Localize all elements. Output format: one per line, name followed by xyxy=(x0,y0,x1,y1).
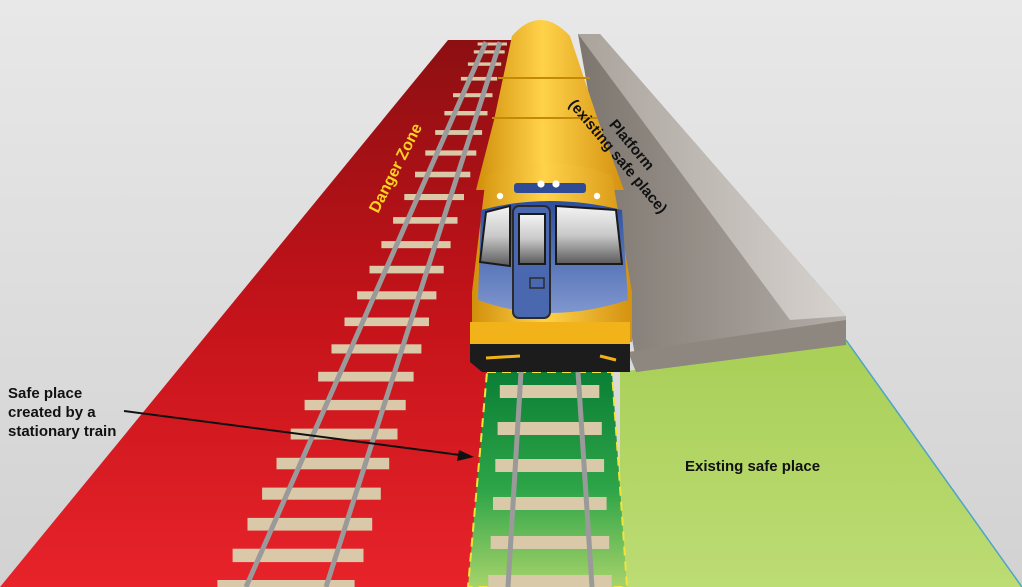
sleeper xyxy=(444,111,488,116)
platform xyxy=(578,34,846,372)
existing-safe-place-area xyxy=(620,340,1022,587)
left-rail-2 xyxy=(323,41,503,587)
sleeper xyxy=(262,487,381,500)
sleeper xyxy=(425,150,477,156)
headlight-center-right xyxy=(552,180,560,188)
door-window xyxy=(518,213,546,265)
sleeper xyxy=(473,50,505,54)
sleeper xyxy=(488,575,612,587)
sleeper xyxy=(232,548,364,563)
left-track-sleepers xyxy=(217,42,507,587)
headlight-left xyxy=(496,192,504,200)
sleeper xyxy=(331,344,422,354)
sleeper xyxy=(369,265,444,274)
sleeper xyxy=(404,194,464,201)
door-handle xyxy=(529,277,545,289)
destination-display xyxy=(514,183,586,193)
sleeper xyxy=(499,385,600,398)
window-right xyxy=(555,204,624,265)
sleeper xyxy=(318,371,414,382)
right-track xyxy=(488,371,612,587)
sleeper xyxy=(497,422,602,435)
sleeper xyxy=(217,580,355,587)
sleeper xyxy=(415,171,471,178)
ground-edge xyxy=(845,339,1022,587)
sleeper xyxy=(304,399,406,411)
window-left xyxy=(478,204,511,268)
sleeper xyxy=(435,130,483,135)
sleeper xyxy=(495,459,605,472)
stationary-train-safe-place xyxy=(468,372,627,587)
sleeper xyxy=(460,76,498,81)
right-track-sleepers xyxy=(488,385,612,587)
train xyxy=(470,20,632,372)
train-lower-body xyxy=(470,322,630,344)
sleeper xyxy=(477,42,507,46)
sleeper xyxy=(381,241,451,249)
sleeper xyxy=(247,517,373,531)
right-rail-1 xyxy=(505,371,524,587)
stationary-label-line3: stationary train xyxy=(8,423,116,440)
sleeper xyxy=(490,536,610,549)
train-roof xyxy=(476,20,624,190)
sleeper xyxy=(290,428,398,440)
stationary-train-safe-place-label: Safe place created by a stationary train xyxy=(8,385,116,440)
stationary-label-line1: Safe place xyxy=(8,385,82,402)
sleeper xyxy=(344,317,429,327)
right-rail-2 xyxy=(575,371,595,587)
sleeper xyxy=(453,93,493,98)
sleeper xyxy=(357,291,437,300)
sleeper xyxy=(493,497,607,510)
sleeper xyxy=(467,62,502,66)
existing-safe-place-label: Existing safe place xyxy=(685,458,820,475)
train-bumper xyxy=(470,344,630,372)
left-track xyxy=(217,40,507,587)
headlight-right xyxy=(593,192,601,200)
danger-zone-area xyxy=(0,40,540,587)
pointer-arrow xyxy=(123,410,474,461)
stationary-label-line2: created by a xyxy=(8,404,96,421)
sleeper xyxy=(393,217,458,224)
bumper-trim xyxy=(485,354,617,362)
headlight-center-left xyxy=(537,180,545,188)
sleeper xyxy=(276,457,390,470)
left-rail-1 xyxy=(243,40,489,587)
